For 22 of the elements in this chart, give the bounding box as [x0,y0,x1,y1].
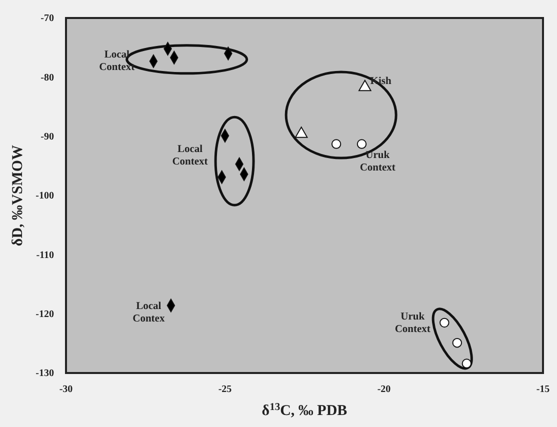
point [356,139,367,149]
y-axis-title: δD, ‰VSMOW [10,144,26,246]
y-tick-label: -110 [36,250,54,261]
x-tick-label: -20 [377,384,391,396]
y-tick-label: -120 [36,309,54,320]
point [331,139,342,149]
y-tick-label: -80 [40,72,54,84]
y-tick-label: -90 [40,132,54,143]
x-tick-label: -30 [59,384,73,396]
x-axis-title: δ$^{13}$C, ‰ PDB [262,402,348,419]
y-tick-label: -100 [36,190,54,202]
point [452,338,462,348]
annotation: Uruk Context [394,311,431,336]
x-tick-label: -15 [536,384,550,396]
annotation: Uruk Context [360,150,396,174]
y-tick-label: -70 [40,13,54,24]
point [462,358,472,368]
annotation: Local Contex [132,300,166,324]
annotation: Local Context [172,144,208,168]
y-tick-label: -130 [36,368,54,380]
point [440,318,450,328]
x-tick-label: -25 [218,384,232,396]
